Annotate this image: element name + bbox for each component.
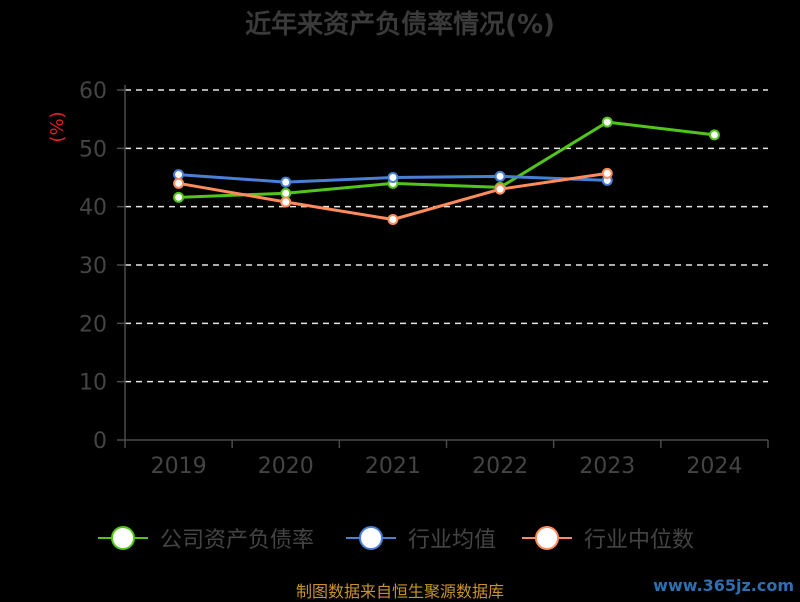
data-point — [280, 196, 292, 208]
x-tick-label: 2022 — [472, 454, 528, 479]
data-point — [173, 177, 185, 189]
x-tick-label: 2024 — [686, 454, 742, 479]
data-point — [387, 172, 399, 183]
data-point — [494, 170, 506, 182]
series-2 — [173, 167, 613, 225]
data-point — [601, 116, 613, 128]
data-point — [601, 167, 613, 179]
legend-marker-icon — [346, 520, 396, 556]
series-lines — [173, 116, 720, 225]
y-axis-label: (%) — [47, 111, 68, 142]
y-tick-label: 60 — [79, 79, 107, 104]
legend-item-company[interactable]: 公司资产负债率 — [98, 520, 314, 556]
axes: 0 10 20 30 40 50 60 2019 2020 2021 2022 2023 2024 — [79, 79, 769, 479]
legend-label: 公司资产负债率 — [160, 528, 315, 553]
source-note: 制图数据来自恒生聚源数据库 — [295, 582, 504, 601]
legend-item-industry-median[interactable]: 行业中位数 — [522, 520, 694, 556]
legend-label: 行业均值 — [408, 528, 497, 553]
y-tick-label: 40 — [79, 196, 107, 221]
x-tick-label: 2019 — [151, 454, 207, 479]
y-tick-label: 50 — [79, 137, 107, 162]
x-tick-label: 2023 — [579, 454, 635, 479]
chart-title: 近年来资产负债率情况(%) — [245, 10, 555, 40]
data-point — [494, 183, 506, 195]
grid-lines — [125, 89, 768, 383]
data-point — [708, 129, 720, 141]
data-point — [280, 176, 292, 188]
data-point — [173, 169, 185, 181]
x-tick-label: 2021 — [365, 454, 421, 479]
data-point — [280, 187, 292, 199]
legend-marker-icon — [98, 520, 148, 556]
watermark: www.365jz.com — [653, 576, 794, 595]
y-tick-label: 30 — [79, 254, 107, 279]
legend-item-industry-mean[interactable]: 行业均值 — [346, 520, 496, 556]
y-tick-label: 0 — [93, 429, 107, 454]
data-point — [173, 191, 185, 203]
legend-label: 行业中位数 — [584, 528, 695, 553]
series-0 — [173, 116, 720, 203]
y-tick-label: 20 — [79, 312, 107, 337]
series-line — [178, 120, 715, 199]
y-tick-label: 10 — [79, 371, 107, 396]
legend: 公司资产负债率 行业均值 行业中位数 — [0, 520, 800, 556]
data-point — [387, 214, 399, 225]
x-tick-label: 2020 — [258, 454, 314, 479]
legend-marker-icon — [522, 520, 572, 556]
